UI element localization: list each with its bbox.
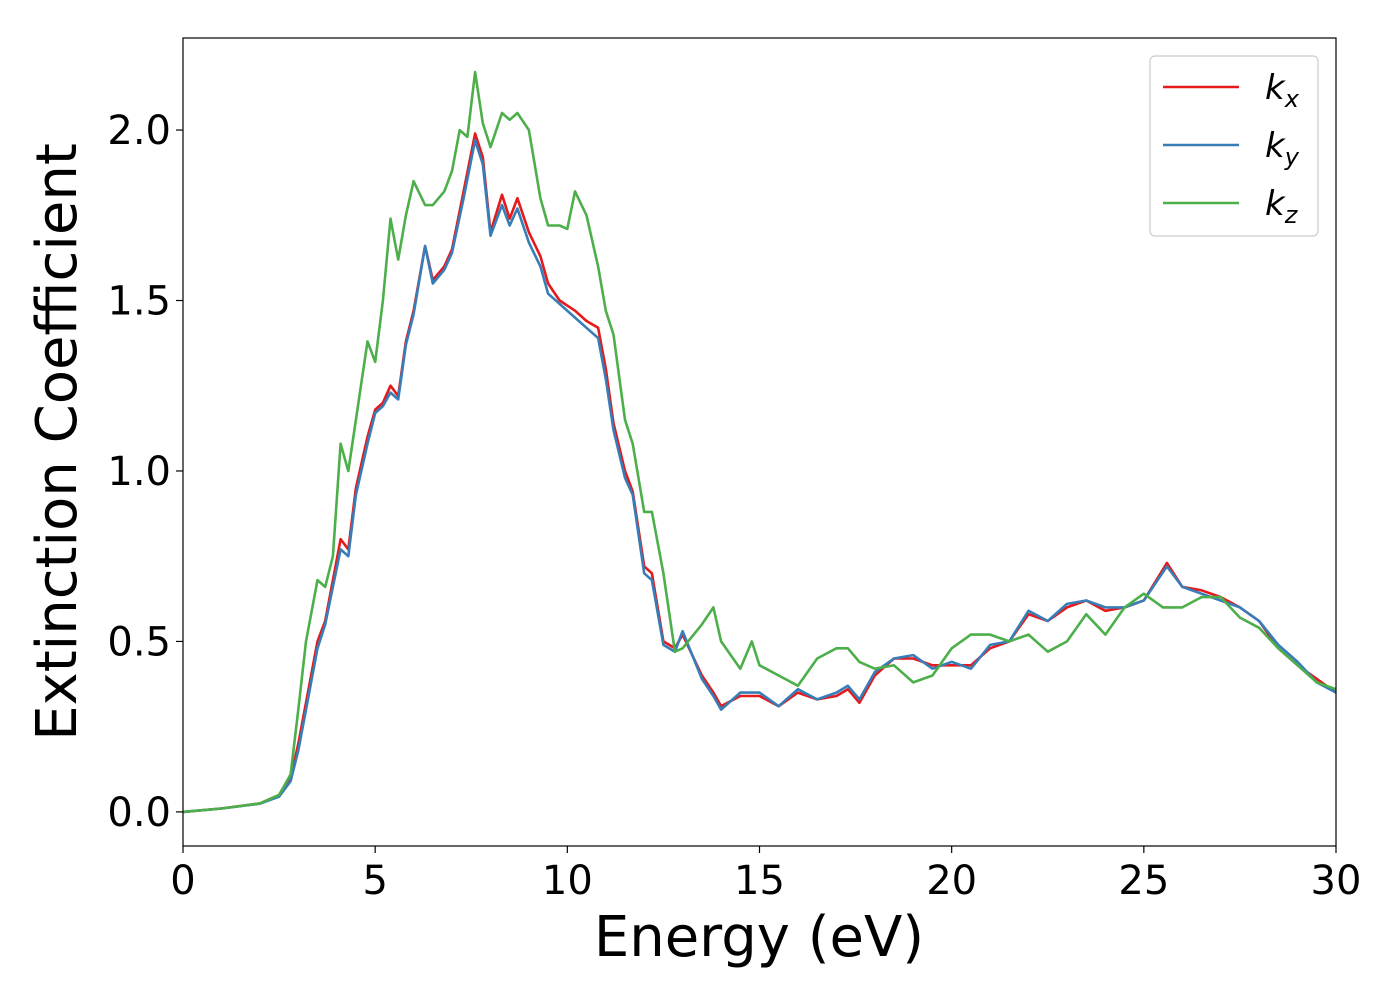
y-axis-label: Extinction Coefficient <box>25 143 90 741</box>
x-tick-label: 30 <box>1311 858 1362 904</box>
legend: kx ky kz <box>1149 55 1319 237</box>
series-layer <box>183 70 1336 814</box>
y-tick-label: 2.0 <box>107 108 171 154</box>
x-axis-label: Energy (eV) <box>594 905 924 970</box>
legend-label-y: ky <box>1265 126 1300 171</box>
x-axis-ticks: 0 5 10 15 20 25 30 <box>170 846 1361 904</box>
y-tick-label: 0.5 <box>107 619 171 665</box>
x-tick-label: 10 <box>542 858 593 904</box>
x-tick-label: 25 <box>1118 858 1169 904</box>
x-tick-label: 20 <box>926 858 977 904</box>
series-line-z <box>183 70 1336 814</box>
series-line-y <box>183 139 1336 814</box>
y-tick-label: 0.0 <box>107 790 171 836</box>
y-tick-label: 1.5 <box>107 279 171 325</box>
y-tick-label: 1.0 <box>107 449 171 495</box>
x-tick-label: 5 <box>362 858 387 904</box>
y-axis-ticks: 0.0 0.5 1.0 1.5 2.0 <box>107 108 183 836</box>
legend-label-x: kx <box>1265 68 1300 113</box>
x-tick-label: 0 <box>170 858 195 904</box>
legend-label-z: kz <box>1265 184 1299 229</box>
x-tick-label: 15 <box>734 858 785 904</box>
